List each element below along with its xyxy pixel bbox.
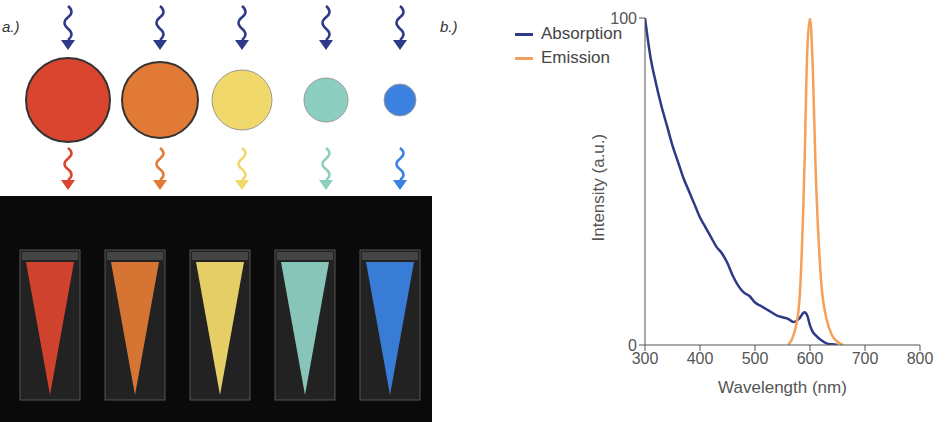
- svg-text:500: 500: [742, 350, 769, 367]
- html-text:Absorption: Absorption: [541, 24, 623, 43]
- html-text:Emission: Emission: [541, 48, 610, 67]
- svg-text:Wavelength (nm): Wavelength (nm): [718, 378, 847, 397]
- svg-text:800: 800: [907, 350, 934, 367]
- svg-text:300: 300: [631, 350, 659, 368]
- html-text:a.): a.): [2, 18, 20, 35]
- svg-text:0: 0: [628, 337, 637, 354]
- svg-text:600: 600: [797, 350, 824, 367]
- html-text:b.): b.): [440, 18, 458, 35]
- svg-text:100: 100: [610, 10, 637, 27]
- svg-text:Intensity (a.u.): Intensity (a.u.): [589, 134, 608, 242]
- svg-text:700: 700: [852, 350, 879, 367]
- svg-text:400: 400: [687, 350, 714, 367]
